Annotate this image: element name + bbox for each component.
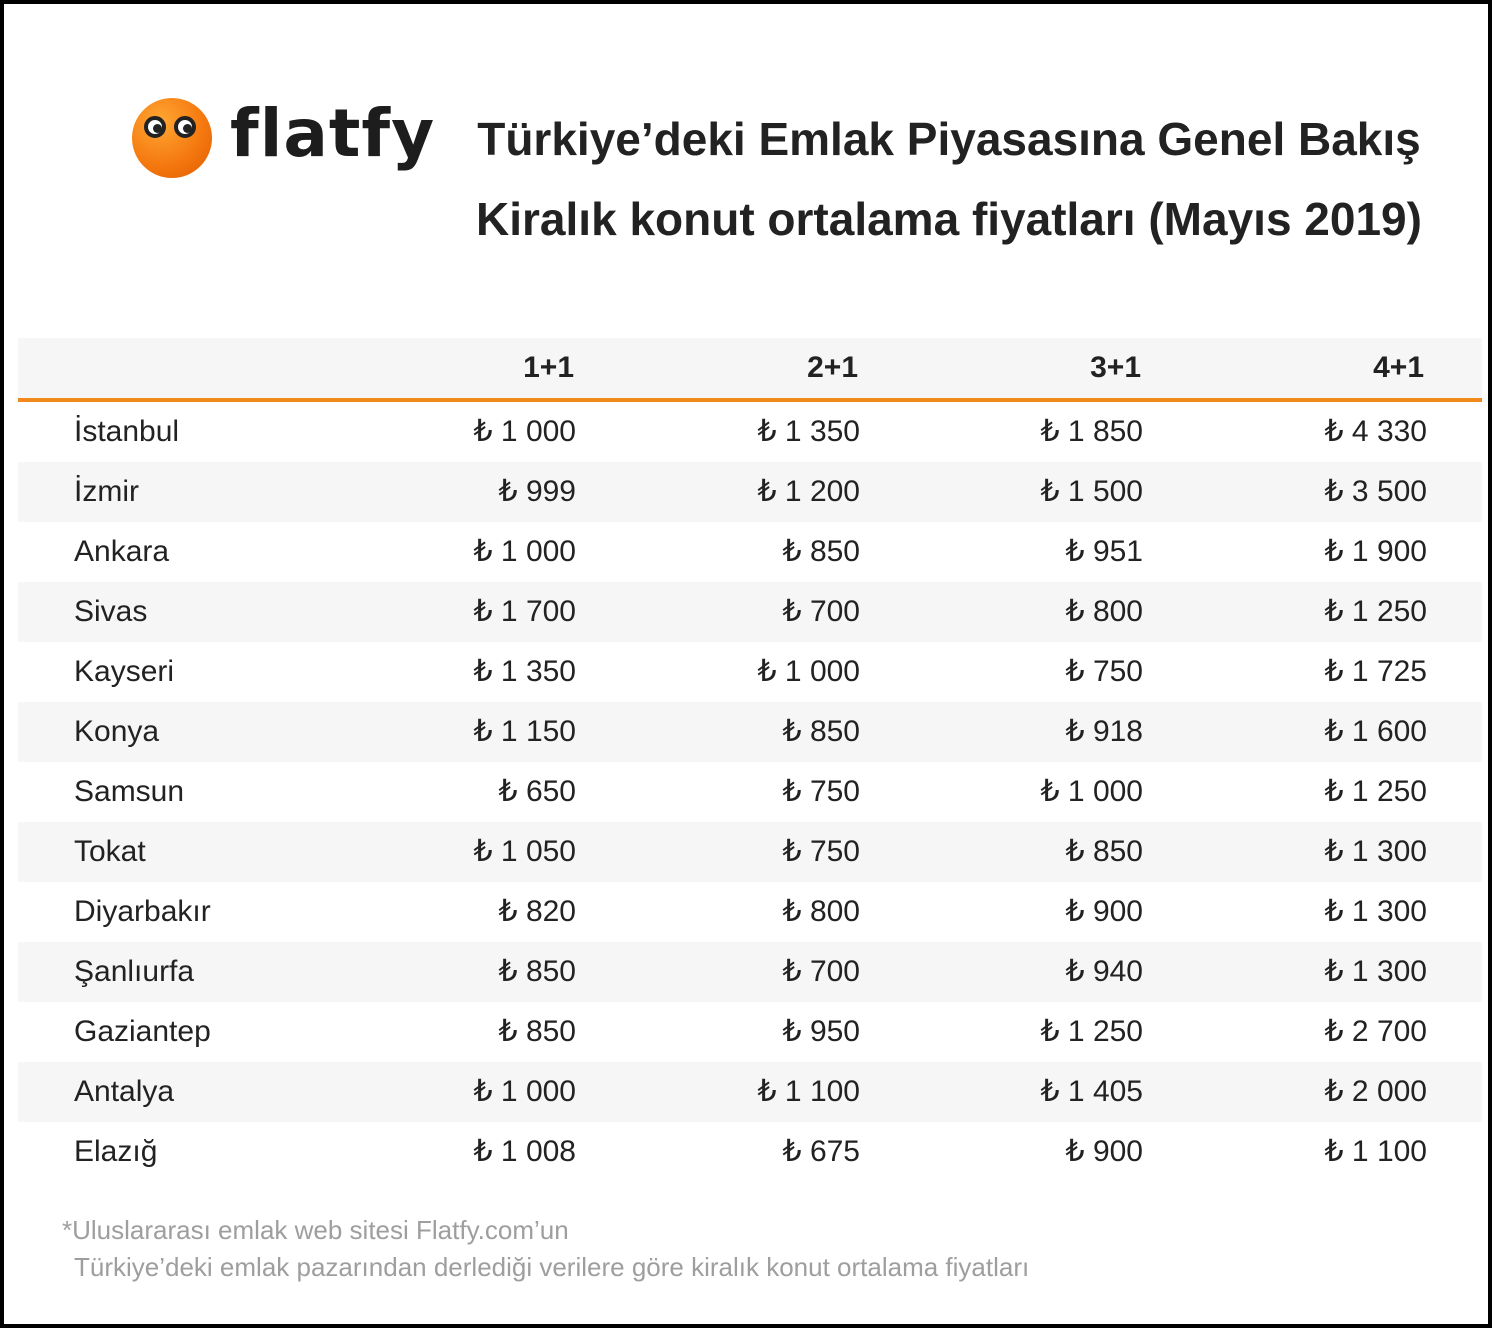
table-row: Sivas ₺ 1 700 ₺ 700 ₺ 800 ₺ 1 250: [18, 582, 1482, 642]
table-row: Ankara ₺ 1 000 ₺ 850 ₺ 951 ₺ 1 900: [18, 522, 1482, 582]
price-cell: ₺ 3 500: [1324, 475, 1428, 508]
city-cell: Sivas: [74, 595, 148, 628]
price-cell: ₺ 1 300: [1324, 835, 1428, 868]
city-cell: Gaziantep: [74, 1015, 211, 1048]
price-cell: ₺ 1 300: [1324, 955, 1428, 988]
footnote-line-1: *Uluslararası emlak web sitesi Flatfy.co…: [62, 1215, 569, 1245]
price-cell: ₺ 2 000: [1324, 1075, 1428, 1108]
footnote-line-2: Türkiye’deki emlak pazarından derlediği …: [74, 1252, 1030, 1282]
column-header-3-1: 3+1: [1090, 351, 1141, 384]
table-row: Elazığ ₺ 1 008 ₺ 675 ₺ 900 ₺ 1 100: [18, 1122, 1482, 1182]
table-body: İstanbul ₺ 1 000 ₺ 1 350 ₺ 1 850 ₺ 4 330 İzmi…: [18, 402, 1482, 1182]
city-cell: İzmir: [74, 475, 139, 508]
left-eye-icon: [144, 116, 166, 138]
price-cell: ₺ 750: [782, 835, 860, 868]
table-row: Diyarbakır ₺ 820 ₺ 800 ₺ 900 ₺ 1 300: [18, 882, 1482, 942]
price-cell: ₺ 1 350: [757, 415, 861, 448]
price-cell: ₺ 1 200: [757, 475, 861, 508]
column-header-4-1: 4+1: [1373, 351, 1424, 384]
price-cell: ₺ 1 405: [1040, 1075, 1144, 1108]
price-cell: ₺ 2 700: [1324, 1015, 1428, 1048]
price-cell: ₺ 850: [1065, 835, 1143, 868]
price-cell: ₺ 1 000: [1040, 775, 1144, 808]
logo-wordmark: flatfy: [230, 95, 436, 172]
table-row: Gaziantep ₺ 850 ₺ 950 ₺ 1 250 ₺ 2 700: [18, 1002, 1482, 1062]
city-cell: Tokat: [74, 835, 146, 868]
table-row: Konya ₺ 1 150 ₺ 850 ₺ 918 ₺ 1 600: [18, 702, 1482, 762]
column-header-2-1: 2+1: [807, 351, 858, 384]
table-row: Şanlıurfa ₺ 850 ₺ 700 ₺ 940 ₺ 1 300: [18, 942, 1482, 1002]
price-cell: ₺ 850: [782, 535, 860, 568]
price-cell: ₺ 700: [782, 955, 860, 988]
price-cell: ₺ 4 330: [1324, 415, 1428, 448]
price-cell: ₺ 1 100: [757, 1075, 861, 1108]
rent-price-table: 1+1 2+1 3+1 4+1 İstanbul ₺ 1 000 ₺ 1 350 ₺ …: [18, 338, 1482, 1182]
price-cell: ₺ 1 600: [1324, 715, 1428, 748]
price-cell: ₺ 1 250: [1324, 775, 1428, 808]
page-title: Türkiye’deki Emlak Piyasasına Genel Bakı…: [477, 113, 1421, 165]
price-cell: ₺ 1 150: [473, 715, 577, 748]
price-cell: ₺ 1 850: [1040, 415, 1144, 448]
price-cell: ₺ 1 000: [473, 415, 577, 448]
price-cell: ₺ 1 000: [757, 655, 861, 688]
price-cell: ₺ 800: [782, 895, 860, 928]
price-cell: ₺ 950: [782, 1015, 860, 1048]
column-header-1-1: 1+1: [523, 351, 574, 384]
city-cell: Antalya: [74, 1075, 175, 1108]
price-cell: ₺ 1 008: [473, 1135, 577, 1168]
table-row: Samsun ₺ 650 ₺ 750 ₺ 1 000 ₺ 1 250: [18, 762, 1482, 822]
city-cell: Elazığ: [74, 1135, 158, 1168]
price-cell: ₺ 1 250: [1040, 1015, 1144, 1048]
flatfy-logo: flatfy: [132, 98, 435, 178]
city-cell: İstanbul: [74, 415, 180, 448]
price-cell: ₺ 999: [498, 475, 576, 508]
footnote: *Uluslararası emlak web sitesi Flatfy.co…: [62, 1212, 1029, 1286]
price-cell: ₺ 650: [498, 775, 576, 808]
owl-eyes-icon: [132, 98, 212, 178]
price-cell: ₺ 1 300: [1324, 895, 1428, 928]
city-cell: Kayseri: [74, 655, 175, 688]
city-cell: Şanlıurfa: [74, 955, 195, 988]
price-cell: ₺ 1 000: [473, 1075, 577, 1108]
price-cell: ₺ 750: [782, 775, 860, 808]
price-cell: ₺ 1 050: [473, 835, 577, 868]
price-cell: ₺ 1 000: [473, 535, 577, 568]
price-cell: ₺ 951: [1065, 535, 1143, 568]
table-row: İzmir ₺ 999 ₺ 1 200 ₺ 1 500 ₺ 3 500: [18, 462, 1482, 522]
table-row: İstanbul ₺ 1 000 ₺ 1 350 ₺ 1 850 ₺ 4 330: [18, 402, 1482, 462]
price-cell: ₺ 1 250: [1324, 595, 1428, 628]
price-cell: ₺ 1 725: [1324, 655, 1428, 688]
price-cell: ₺ 750: [1065, 655, 1143, 688]
price-cell: ₺ 1 500: [1040, 475, 1144, 508]
price-cell: ₺ 918: [1065, 715, 1143, 748]
city-cell: Samsun: [74, 775, 185, 808]
price-cell: ₺ 820: [498, 895, 576, 928]
price-cell: ₺ 1 350: [473, 655, 577, 688]
price-cell: ₺ 800: [1065, 595, 1143, 628]
table-row: Kayseri ₺ 1 350 ₺ 1 000 ₺ 750 ₺ 1 725: [18, 642, 1482, 702]
table-row: Antalya ₺ 1 000 ₺ 1 100 ₺ 1 405 ₺ 2 000: [18, 1062, 1482, 1122]
right-eye-icon: [174, 116, 196, 138]
price-cell: ₺ 850: [782, 715, 860, 748]
price-cell: ₺ 900: [1065, 895, 1143, 928]
city-cell: Ankara: [74, 535, 170, 568]
price-cell: ₺ 940: [1065, 955, 1143, 988]
city-cell: Konya: [74, 715, 160, 748]
price-cell: ₺ 1 900: [1324, 535, 1428, 568]
price-cell: ₺ 1 700: [473, 595, 577, 628]
price-cell: ₺ 1 100: [1324, 1135, 1428, 1168]
page-subtitle: Kiralık konut ortalama fiyatları (Mayıs …: [476, 193, 1422, 245]
price-cell: ₺ 850: [498, 955, 576, 988]
price-cell: ₺ 850: [498, 1015, 576, 1048]
price-cell: ₺ 900: [1065, 1135, 1143, 1168]
table-header-row: 1+1 2+1 3+1 4+1: [18, 338, 1482, 402]
price-cell: ₺ 675: [782, 1135, 860, 1168]
city-cell: Diyarbakır: [74, 895, 211, 928]
table-row: Tokat ₺ 1 050 ₺ 750 ₺ 850 ₺ 1 300: [18, 822, 1482, 882]
price-cell: ₺ 700: [782, 595, 860, 628]
